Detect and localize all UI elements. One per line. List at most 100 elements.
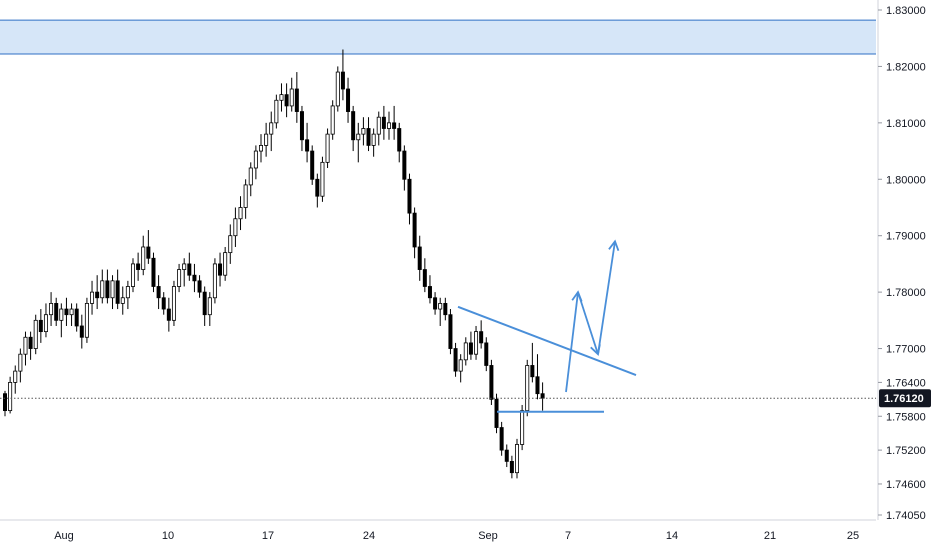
candle-body	[356, 133, 361, 141]
candle	[351, 105, 356, 152]
candle-body	[392, 122, 397, 129]
price-tick-label: 1.75800	[886, 411, 926, 423]
candle-body	[120, 297, 125, 304]
candle	[13, 365, 18, 394]
candle-body	[376, 116, 381, 135]
current-price-label: 1.76120	[884, 393, 924, 405]
candle-body	[279, 94, 284, 101]
candle-body	[13, 370, 18, 383]
candle	[100, 269, 105, 304]
candle-body	[438, 303, 443, 310]
candle-body	[433, 297, 438, 310]
descending-trendline	[457, 305, 637, 377]
candle-body	[366, 128, 371, 146]
candle-body	[228, 235, 233, 254]
candle	[489, 359, 494, 405]
candle	[525, 359, 530, 417]
candle	[187, 252, 192, 281]
candle-body	[33, 319, 38, 349]
candle-body	[258, 145, 263, 152]
candle	[274, 94, 279, 129]
candle-body	[207, 297, 212, 316]
candle-body	[448, 314, 453, 349]
projection-segment	[597, 241, 616, 355]
time-tick-label: Sep	[478, 530, 498, 542]
time-tick-label: 10	[162, 530, 174, 542]
price-tick-label: 1.74050	[886, 510, 926, 522]
candle-body	[171, 286, 176, 321]
candle-body	[484, 342, 489, 366]
candle	[43, 303, 48, 338]
candle-body	[197, 280, 202, 293]
candle	[279, 83, 284, 112]
price-tick-label: 1.82000	[886, 61, 926, 73]
candle	[141, 235, 146, 276]
candle-body	[453, 348, 458, 372]
time-tick-label: 24	[363, 530, 375, 542]
candle-body	[407, 178, 412, 214]
candle-body	[156, 286, 161, 299]
candle	[146, 230, 151, 264]
candle-body	[223, 252, 228, 276]
candle	[509, 455, 514, 479]
candle-body	[330, 105, 335, 135]
candle-body	[540, 393, 545, 399]
projection-segment	[565, 292, 579, 393]
candle-body	[125, 286, 130, 299]
candle	[376, 111, 381, 146]
candle	[18, 348, 23, 383]
candle-body	[130, 263, 135, 287]
price-tick-label: 1.76400	[886, 377, 926, 389]
candle	[330, 100, 335, 140]
candle-body	[105, 280, 110, 299]
candle-body	[274, 99, 279, 124]
candle-body	[346, 88, 351, 112]
time-tick-label: 14	[666, 530, 678, 542]
candle	[243, 179, 248, 219]
candle	[397, 122, 402, 163]
candle	[433, 292, 438, 315]
candle-body	[289, 88, 294, 107]
candle-body	[269, 122, 274, 135]
candle-body	[18, 353, 23, 372]
candle-body	[443, 303, 448, 316]
candle	[458, 354, 463, 383]
candle-body	[146, 246, 151, 259]
candle	[371, 128, 376, 157]
candle-body	[468, 342, 473, 355]
candle-body	[238, 207, 243, 220]
candle	[299, 105, 304, 152]
candle-body	[54, 303, 59, 321]
price-tick-label: 1.75200	[886, 445, 926, 457]
candle-body	[43, 314, 48, 333]
candle	[74, 303, 79, 332]
candle-body	[95, 291, 100, 299]
candle-body	[218, 263, 223, 276]
candle	[479, 320, 484, 349]
candle	[115, 269, 120, 310]
time-tick-label: 17	[262, 530, 274, 542]
candle	[402, 145, 407, 191]
candle	[177, 263, 182, 293]
candle-body	[515, 444, 520, 474]
candle	[499, 421, 504, 456]
candle	[305, 122, 310, 163]
candle-body	[351, 111, 356, 141]
candle	[530, 342, 535, 383]
candle-body	[412, 212, 417, 248]
candle	[105, 269, 110, 304]
candle	[310, 145, 315, 185]
candle-body	[182, 263, 187, 270]
candle	[448, 309, 453, 355]
candle-body	[90, 291, 95, 304]
candle	[54, 297, 59, 326]
candle	[207, 292, 212, 326]
candle	[212, 258, 217, 304]
candle-body	[28, 336, 33, 349]
candle	[253, 145, 258, 180]
candle	[110, 275, 115, 310]
candle-body	[264, 133, 269, 146]
candle	[315, 173, 320, 208]
candle-body	[248, 167, 253, 186]
candle	[192, 263, 197, 293]
